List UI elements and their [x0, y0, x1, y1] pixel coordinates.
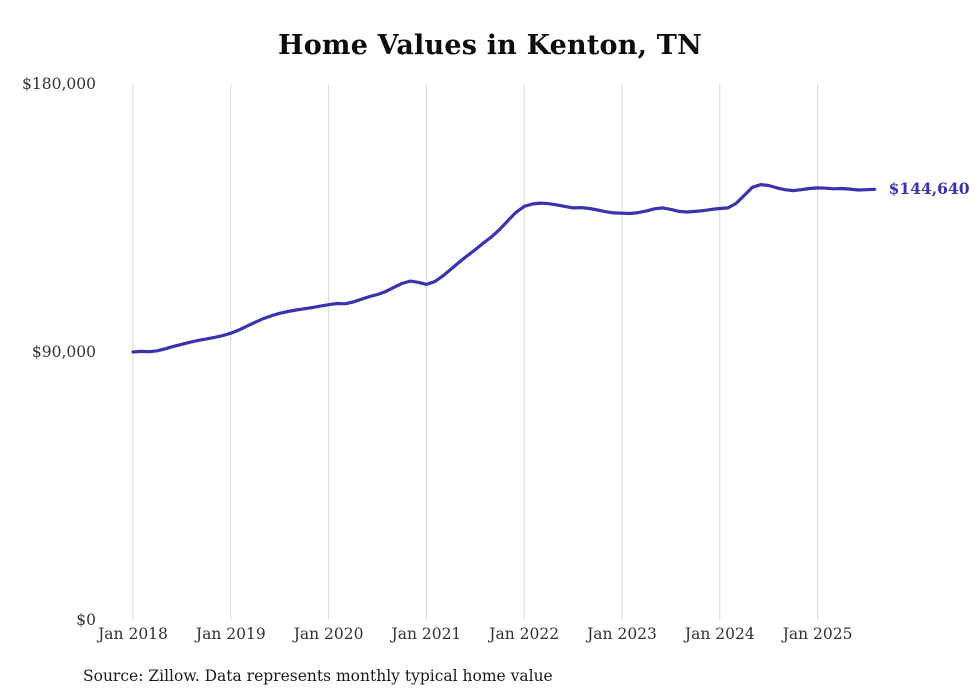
x-axis-label: Jan 2019	[195, 625, 266, 643]
source-note: Source: Zillow. Data represents monthly …	[83, 667, 553, 685]
x-axis-label: Jan 2024	[684, 625, 755, 643]
y-axis-label: $0	[76, 611, 96, 629]
chart-title: Home Values in Kenton, TN	[278, 30, 702, 61]
x-axis-label: Jan 2025	[782, 625, 853, 643]
x-axis: Jan 2018 Jan 2019 Jan 2020 Jan 2021 Jan 2022…	[0, 624, 980, 648]
y-axis: $0 $90,000 $180,000	[0, 0, 96, 699]
x-axis-label: Jan 2020	[293, 625, 364, 643]
x-axis-label: Jan 2018	[98, 625, 168, 643]
x-axis-label: Jan 2022	[489, 625, 560, 643]
x-axis-label: Jan 2023	[587, 625, 657, 643]
home-value-line	[131, 183, 877, 354]
y-axis-label: $180,000	[22, 75, 96, 93]
end-value-label: $144,640	[888, 179, 970, 199]
y-axis-label: $90,000	[31, 343, 96, 361]
x-axis-label: Jan 2021	[391, 625, 462, 643]
